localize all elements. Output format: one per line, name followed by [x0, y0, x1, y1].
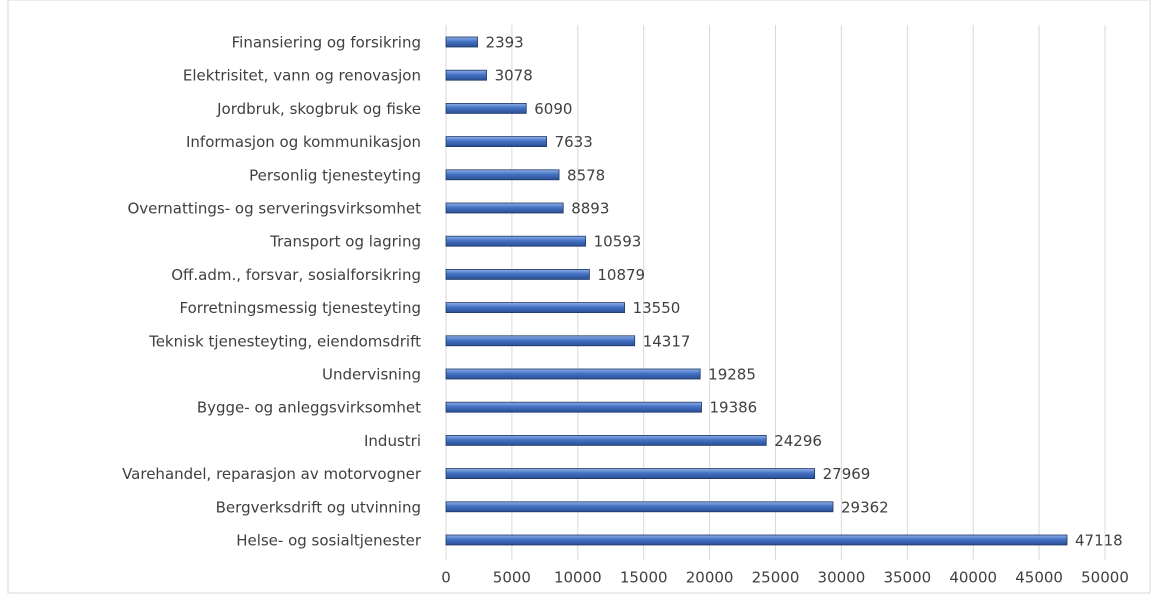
bar — [445, 136, 548, 148]
bar — [445, 36, 478, 48]
bar — [445, 368, 701, 380]
y-tick-label: Teknisk tjenesteyting, eiendomsdrift — [148, 332, 421, 350]
bar — [445, 434, 767, 446]
x-tick-label: 15000 — [620, 569, 668, 587]
x-tick-label: 35000 — [883, 569, 931, 587]
data-label: 14317 — [643, 332, 691, 350]
y-tick-label: Finansiering og forsikring — [232, 34, 421, 52]
bar — [445, 235, 587, 247]
y-tick-label: Bygge- og anleggsvirksomhet — [197, 399, 421, 417]
y-tick-label: Elektrisitet, vann og renovasjon — [183, 67, 421, 85]
bar — [445, 169, 560, 181]
bar — [445, 401, 702, 413]
data-label: 19386 — [710, 399, 758, 417]
data-label: 27969 — [823, 465, 871, 483]
x-tick-label: 25000 — [752, 569, 800, 587]
data-label: 47118 — [1075, 532, 1123, 550]
bar — [445, 468, 816, 480]
data-label: 10593 — [594, 233, 642, 251]
y-tick-label: Undervisning — [322, 366, 421, 384]
bar — [445, 335, 636, 347]
data-label: 8578 — [567, 166, 605, 184]
y-tick-label: Varehandel, reparasjon av motorvogner — [122, 465, 422, 483]
bar — [445, 103, 527, 114]
bar — [445, 69, 487, 81]
data-label: 29362 — [841, 498, 889, 516]
x-tick-label: 0 — [441, 569, 451, 587]
x-tick-label: 5000 — [493, 569, 531, 587]
data-label: 13550 — [633, 299, 681, 317]
y-tick-label: Forretningsmessig tjenesteyting — [180, 299, 421, 317]
data-label: 24296 — [774, 432, 822, 450]
y-tick-label: Transport og lagring — [269, 233, 421, 251]
y-tick-label: Off.adm., forsvar, sosialforsikring — [171, 266, 421, 284]
y-tick-label: Bergverksdrift og utvinning — [216, 498, 421, 516]
chart-border — [7, 0, 1151, 594]
data-label: 3078 — [495, 67, 533, 85]
y-tick-label: Industri — [364, 432, 421, 450]
data-label: 8893 — [571, 200, 609, 218]
x-tick-label: 50000 — [1081, 569, 1129, 587]
y-tick-label: Personlig tjenesteyting — [249, 166, 421, 184]
y-tick-label: Jordbruk, skogbruk og fiske — [216, 100, 421, 118]
data-label: 19285 — [708, 366, 756, 384]
data-label: 10879 — [597, 266, 645, 284]
bar — [445, 501, 834, 513]
y-tick-label: Overnattings- og serveringsvirksomhet — [127, 200, 421, 218]
data-label: 2393 — [486, 34, 524, 52]
x-tick-label: 40000 — [949, 569, 997, 587]
bar — [445, 202, 564, 214]
bar — [445, 268, 590, 280]
data-label: 6090 — [534, 100, 572, 118]
x-tick-label: 30000 — [818, 569, 866, 587]
y-tick-label: Helse- og sosialtjenester — [236, 532, 422, 550]
y-tick-label: Informasjon og kommunikasjon — [186, 133, 421, 151]
x-tick-label: 10000 — [554, 569, 602, 587]
bar — [445, 302, 625, 314]
x-tick-label: 45000 — [1015, 569, 1063, 587]
bar — [445, 534, 1068, 546]
x-tick-label: 20000 — [686, 569, 734, 587]
data-label: 7633 — [555, 133, 593, 151]
